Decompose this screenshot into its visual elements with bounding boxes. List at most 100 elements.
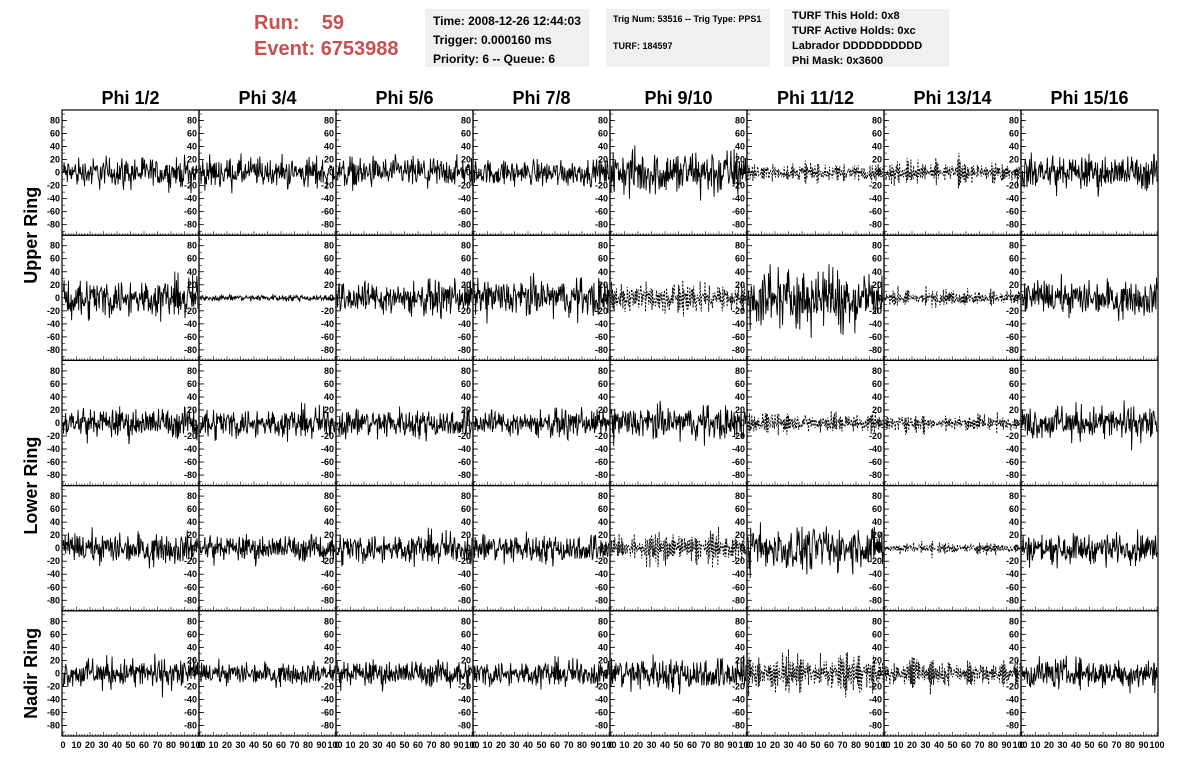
y-tick-label: 80 xyxy=(1009,366,1019,376)
x-tick-label: 30 xyxy=(372,740,382,750)
y-tick-label: -80 xyxy=(595,720,608,730)
y-tick-label: 40 xyxy=(187,517,197,527)
x-tick-label: 90 xyxy=(179,740,189,750)
waveform-panel-r4-c3: -80 -60 -40 -20 0 20 40 60 80 xyxy=(321,485,474,612)
waveform-trace xyxy=(336,406,473,442)
turf-hold-line: TURF This Hold: 0x8 xyxy=(792,10,900,22)
y-tick-label: 80 xyxy=(1009,616,1019,626)
x-tick-label: 80 xyxy=(1125,740,1135,750)
x-tick-label: 40 xyxy=(523,740,533,750)
waveform-panel-r3-c3: -80 -60 -40 -20 0 20 40 60 80 xyxy=(321,359,474,487)
x-tick-label: 10 xyxy=(71,740,81,750)
waveform-panel-r3-c5: -80 -60 -40 -20 0 20 40 60 80 xyxy=(595,359,748,487)
waveform-trace xyxy=(1021,655,1158,694)
y-tick-label: -40 xyxy=(47,569,60,579)
y-tick-label: -60 xyxy=(732,207,745,217)
waveform-trace xyxy=(199,658,336,688)
run-label: Run: xyxy=(254,12,300,34)
x-tick-label: 70 xyxy=(700,740,710,750)
waveform-trace xyxy=(884,412,1021,435)
waveform-panel-r2-c4: -80 -60 -40 -20 0 20 40 60 80 xyxy=(458,234,611,361)
y-tick-label: 40 xyxy=(872,392,882,402)
y-tick-label: 0 xyxy=(740,668,745,678)
trig-line: Trig Num: 53516 -- Trig Type: PPS1 xyxy=(613,14,762,24)
y-tick-label: -40 xyxy=(458,319,471,329)
y-tick-label: 40 xyxy=(598,517,608,527)
y-tick-label: 60 xyxy=(735,504,745,514)
x-tick-label: 40 xyxy=(934,740,944,750)
y-tick-label: 40 xyxy=(1009,392,1019,402)
y-tick-label: 60 xyxy=(1009,129,1019,139)
x-tick-label: 50 xyxy=(810,740,820,750)
x-tick-label: 20 xyxy=(770,740,780,750)
column-title-6: Phi 11/12 xyxy=(777,88,854,108)
y-tick-label: 60 xyxy=(50,129,60,139)
y-tick-label: -60 xyxy=(321,582,334,592)
y-tick-label: 40 xyxy=(324,517,334,527)
y-tick-label: 60 xyxy=(187,379,197,389)
waveform-trace xyxy=(62,406,199,445)
y-tick-label: -60 xyxy=(458,207,471,217)
y-tick-label: 0 xyxy=(603,668,608,678)
y-tick-label: 40 xyxy=(872,267,882,277)
y-tick-label: 60 xyxy=(735,129,745,139)
y-tick-label: 60 xyxy=(324,504,334,514)
y-tick-label: 0 xyxy=(740,293,745,303)
y-tick-label: -40 xyxy=(184,444,197,454)
x-tick-label: 100 xyxy=(738,740,753,750)
y-tick-label: 40 xyxy=(324,392,334,402)
y-tick-label: -20 xyxy=(1006,431,1019,441)
y-tick-label: 40 xyxy=(461,642,471,652)
y-tick-label: 0 xyxy=(55,168,60,178)
turf-line: TURF: 184597 xyxy=(613,41,673,51)
panel-frame xyxy=(746,610,885,737)
y-tick-label: 80 xyxy=(1009,491,1019,501)
column-title-2: Phi 3/4 xyxy=(238,88,296,108)
y-tick-label: -20 xyxy=(869,431,882,441)
y-tick-label: 60 xyxy=(872,379,882,389)
y-tick-label: 40 xyxy=(50,392,60,402)
x-tick-label: 0 xyxy=(1019,740,1024,750)
y-tick-label: -20 xyxy=(321,306,334,316)
waveform-panel-r1-c7: -80 -60 -40 -20 0 20 40 60 80 xyxy=(869,109,1022,236)
waveform-panel-r4-c8: -80 -60 -40 -20 0 20 40 60 80 xyxy=(1006,485,1159,612)
time-info-box: Time: 2008-12-26 12:44:03 Trigger: 0.000… xyxy=(425,9,589,67)
x-tick-label: 10 xyxy=(345,740,355,750)
y-tick-label: 40 xyxy=(872,642,882,652)
y-tick-label: 40 xyxy=(872,142,882,152)
y-tick-label: 0 xyxy=(329,543,334,553)
waveform-trace xyxy=(1021,529,1158,569)
y-tick-label: -60 xyxy=(1006,707,1019,717)
x-tick-label: 100 xyxy=(1149,740,1164,750)
y-tick-label: 20 xyxy=(1009,530,1019,540)
y-tick-label: 20 xyxy=(50,530,60,540)
y-tick-label: -20 xyxy=(732,431,745,441)
waveform-trace xyxy=(199,153,336,194)
y-tick-label: 80 xyxy=(598,116,608,126)
y-tick-label: -80 xyxy=(1006,220,1019,230)
y-tick-label: 20 xyxy=(187,405,197,415)
y-tick-label: 80 xyxy=(872,616,882,626)
y-tick-label: -80 xyxy=(321,720,334,730)
x-tick-label: 80 xyxy=(166,740,176,750)
waveform-panel-r1-c2: -80 -60 -40 -20 0 20 40 60 80 xyxy=(184,109,337,236)
x-tick-label: 60 xyxy=(550,740,560,750)
y-tick-label: -60 xyxy=(869,457,882,467)
y-tick-label: 40 xyxy=(50,267,60,277)
y-tick-label: 20 xyxy=(872,405,882,415)
y-tick-label: -20 xyxy=(184,306,197,316)
y-tick-label: -80 xyxy=(458,470,471,480)
waveform-trace xyxy=(610,526,747,569)
y-tick-label: 80 xyxy=(324,241,334,251)
y-tick-label: 20 xyxy=(461,280,471,290)
y-tick-label: -20 xyxy=(458,431,471,441)
y-tick-label: 60 xyxy=(598,504,608,514)
y-tick-label: 0 xyxy=(877,668,882,678)
y-tick-label: 80 xyxy=(324,366,334,376)
y-tick-label: -20 xyxy=(1006,681,1019,691)
y-tick-label: 40 xyxy=(187,392,197,402)
y-tick-label: 20 xyxy=(598,405,608,415)
y-tick-label: -80 xyxy=(1006,345,1019,355)
y-tick-label: -80 xyxy=(184,720,197,730)
